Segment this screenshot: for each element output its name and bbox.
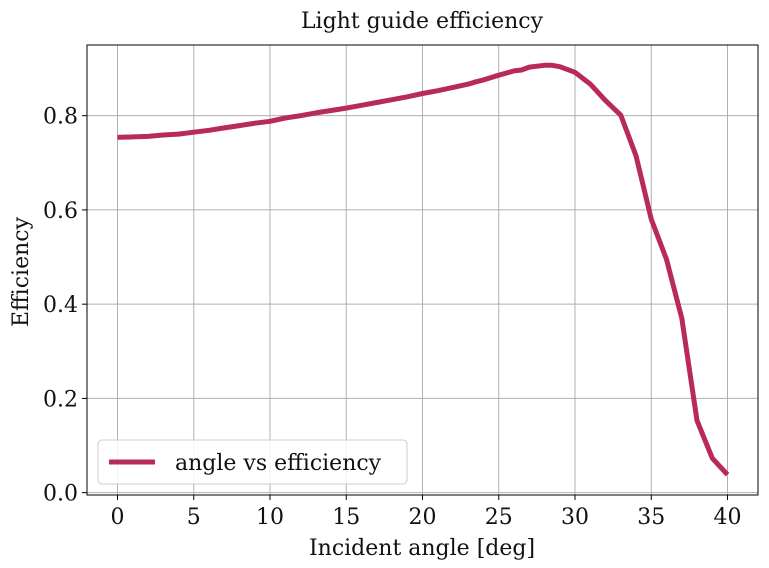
- y-tick-label: 0.0: [43, 482, 78, 507]
- x-tick-label: 30: [561, 505, 589, 530]
- x-tick-label: 5: [187, 505, 201, 530]
- x-tick-label: 40: [714, 505, 742, 530]
- axis-ticks: 0 5 10 15 20 25 30 35 40 0.0 0.2 0.4 0.6 0.8: [43, 105, 742, 530]
- legend-label: angle vs efficiency: [175, 451, 382, 476]
- legend-box: [97, 439, 408, 485]
- y-axis-label: Efficiency: [9, 216, 34, 327]
- plot-frame: [86, 44, 759, 496]
- x-tick-label: 0: [111, 505, 125, 530]
- legend: angle vs efficiency: [97, 439, 408, 485]
- x-tick-label: 15: [332, 505, 360, 530]
- grid-lines: [87, 45, 758, 495]
- series-line: [117, 62, 730, 477]
- x-axis-label: Incident angle [deg]: [309, 536, 535, 561]
- series-layer: [117, 62, 730, 477]
- chart-title: Light guide efficiency: [301, 9, 544, 34]
- y-tick-label: 0.8: [43, 105, 78, 130]
- y-tick-label: 0.6: [43, 199, 78, 224]
- x-tick-label: 35: [637, 505, 665, 530]
- y-tick-label: 0.2: [43, 387, 78, 412]
- x-tick-label: 25: [485, 505, 513, 530]
- x-tick-label: 10: [256, 505, 284, 530]
- x-tick-label: 20: [409, 505, 437, 530]
- y-tick-label: 0.4: [43, 293, 78, 318]
